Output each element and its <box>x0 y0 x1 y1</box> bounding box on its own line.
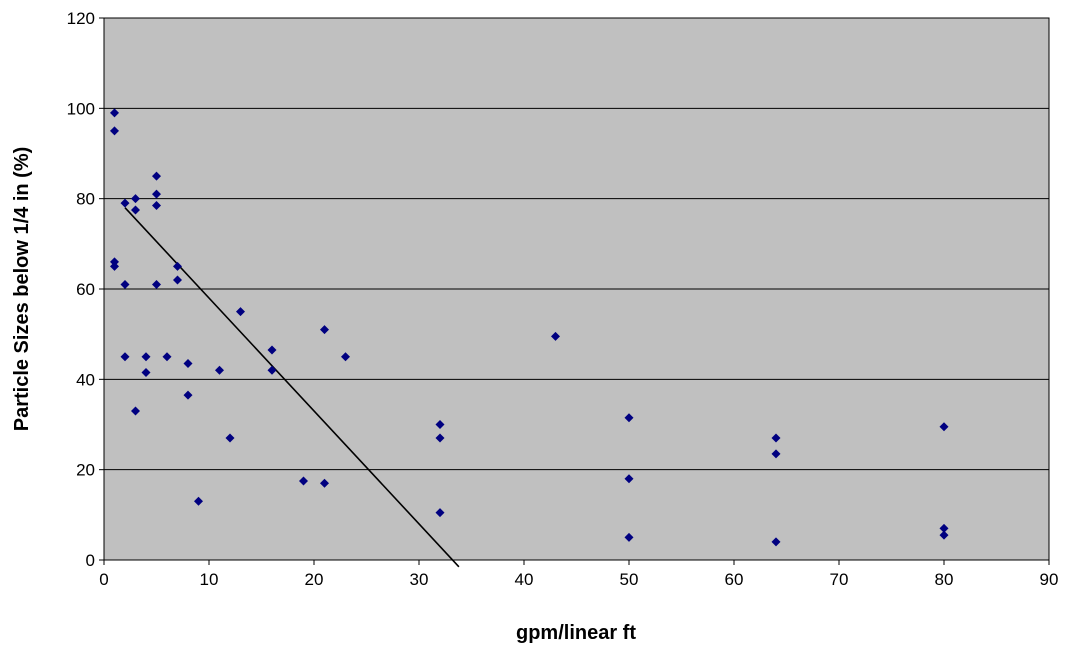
x-tick-label: 80 <box>935 570 954 589</box>
data-point <box>183 390 193 400</box>
data-point <box>236 307 245 317</box>
data-point <box>131 406 140 416</box>
data-point <box>152 171 161 181</box>
data-point <box>194 496 203 506</box>
data-point <box>173 261 182 271</box>
data-point <box>152 279 161 289</box>
y-tick-label: 40 <box>76 370 95 389</box>
x-tick-label: 10 <box>200 570 219 589</box>
x-tick-label: 0 <box>99 570 108 589</box>
data-point <box>939 523 949 533</box>
data-point <box>173 275 182 285</box>
data-point <box>267 345 277 355</box>
data-point <box>110 257 119 267</box>
data-point <box>141 352 151 362</box>
gridlines <box>104 107 1049 471</box>
data-point <box>120 279 130 289</box>
y-axis-title: Particle Sizes below 1/4 in (%) <box>11 147 33 432</box>
data-point <box>435 420 445 429</box>
y-tick-label: 100 <box>67 99 95 118</box>
x-tick-label: 90 <box>1040 570 1059 589</box>
data-point <box>131 205 140 215</box>
y-tick-label: 20 <box>76 461 95 480</box>
data-point <box>141 368 151 378</box>
data-point <box>341 352 350 362</box>
data-point <box>624 532 634 542</box>
x-axis-ticks: 0 10 20 30 40 50 60 70 80 90 <box>99 560 1058 589</box>
data-point <box>624 413 634 423</box>
x-tick-label: 70 <box>830 570 849 589</box>
data-point <box>939 530 949 540</box>
data-point <box>110 126 119 136</box>
x-axis-title: gpm/linear ft <box>516 622 636 644</box>
data-point <box>183 359 193 369</box>
data-point <box>551 331 560 341</box>
data-point <box>771 537 781 547</box>
data-point <box>120 198 130 208</box>
data-point <box>267 365 277 375</box>
data-point <box>320 478 329 488</box>
y-tick-label: 60 <box>76 280 95 299</box>
data-point <box>110 108 119 118</box>
x-tick-label: 60 <box>725 570 744 589</box>
data-point <box>225 433 235 443</box>
x-tick-label: 30 <box>410 570 429 589</box>
data-point <box>215 365 224 375</box>
data-point <box>939 422 949 432</box>
x-tick-label: 20 <box>305 570 324 589</box>
data-point <box>152 189 161 199</box>
data-point <box>152 200 161 210</box>
y-tick-label: 120 <box>67 9 95 28</box>
data-point <box>110 261 119 271</box>
data-point <box>131 194 140 204</box>
data-point <box>624 474 634 484</box>
y-tick-label: 80 <box>76 190 95 209</box>
x-tick-label: 40 <box>515 570 534 589</box>
data-point <box>435 433 445 443</box>
data-point <box>435 508 445 518</box>
x-tick-label: 50 <box>620 570 639 589</box>
data-points <box>110 108 949 547</box>
data-point <box>771 449 781 459</box>
y-axis-ticks: 0 20 40 60 80 100 120 <box>67 9 104 570</box>
data-point <box>120 352 130 362</box>
y-tick-label: 0 <box>86 551 95 570</box>
data-point <box>320 325 329 335</box>
data-point <box>162 352 172 362</box>
data-point <box>299 476 308 486</box>
data-point <box>771 433 781 443</box>
